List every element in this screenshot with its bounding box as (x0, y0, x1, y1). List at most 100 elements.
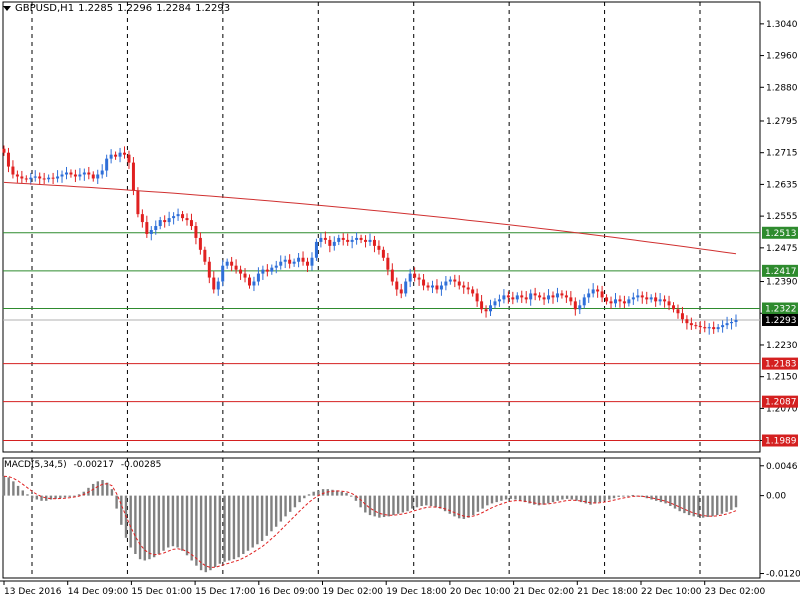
macd-label: MACD(5,34,5) (4, 460, 67, 470)
candle-body (118, 152, 122, 157)
macd-bar (467, 495, 470, 518)
level-label: 1.2417 (765, 267, 797, 277)
candle-body (323, 237, 327, 240)
candle-body (60, 174, 64, 177)
candle-body (337, 237, 341, 242)
low-value: 1.2284 (156, 3, 192, 14)
macd-bar (514, 495, 517, 500)
candle-body (640, 295, 644, 298)
macd-bar (457, 495, 461, 519)
candle-body (123, 152, 127, 155)
candle-body (489, 305, 493, 312)
macd-bar (673, 495, 677, 509)
level-label-bg (762, 434, 798, 447)
candle-body (158, 220, 162, 227)
macd-bar (420, 495, 423, 506)
candle-body (524, 297, 528, 300)
macd-bar (303, 495, 306, 499)
level-label: 1.2293 (765, 316, 797, 326)
candle-body (480, 301, 484, 310)
candle-body (207, 261, 211, 278)
candle-body (613, 299, 617, 304)
candle-body (466, 287, 470, 290)
x-tick-label: 22 Dec 10:00 (641, 587, 702, 597)
candle-body (247, 277, 251, 286)
candle-body (547, 295, 551, 300)
x-tick-label: 20 Dec 10:00 (450, 587, 511, 597)
macd-bar (429, 495, 433, 506)
candle-body (109, 154, 113, 159)
candle-body (694, 325, 698, 327)
macd-bar (598, 495, 602, 503)
candle-body (511, 297, 515, 300)
candle-body (703, 327, 707, 329)
chevron-down-icon[interactable] (3, 6, 11, 11)
candle-body (734, 319, 738, 322)
candle-body (216, 281, 220, 290)
macd-bar (504, 495, 508, 500)
macd-bar (251, 495, 254, 548)
candle-body (680, 313, 684, 320)
macd-bar (495, 495, 498, 503)
candle-body (42, 178, 46, 180)
y-tick-label: 1.2635 (766, 180, 798, 190)
candle-body (243, 273, 247, 278)
macd-bar (551, 495, 555, 503)
candle-body (426, 285, 430, 288)
macd-bar (537, 495, 541, 506)
macd-bar (204, 495, 207, 573)
macd-bar (293, 495, 297, 508)
candle-body (368, 239, 372, 242)
candle-body (564, 295, 568, 298)
candle-body (600, 291, 604, 298)
macd-bar (373, 495, 376, 517)
macd-bar (35, 495, 39, 500)
macd-bar (195, 495, 198, 566)
candle-body (51, 177, 55, 179)
candle-body (185, 218, 189, 221)
y-tick-label: 1.2960 (766, 52, 798, 62)
macd-bar (16, 485, 20, 496)
candle-body (69, 172, 73, 175)
candle-body (649, 297, 653, 300)
macd-bar (518, 495, 522, 501)
macd-bar (594, 495, 597, 504)
candle-body (181, 214, 185, 219)
candle-body (341, 237, 345, 240)
candle-body (448, 279, 452, 282)
candle-body (306, 261, 310, 266)
candle-body (292, 261, 296, 264)
candle-body (38, 176, 42, 179)
macd-bar (565, 495, 569, 499)
candle-body (672, 305, 676, 310)
y-tick-label: 1.2555 (766, 212, 798, 222)
candle-body (596, 289, 600, 292)
macd-bar (176, 495, 179, 548)
candle-body (274, 265, 278, 268)
candle-body (20, 176, 24, 179)
candle-body (404, 281, 408, 294)
candle-body (689, 323, 693, 326)
macd-bar (270, 495, 273, 532)
macd-value-signal: -0.00285 (120, 460, 162, 470)
macd-bar (725, 495, 728, 512)
candle-body (203, 249, 207, 262)
macd-bar (350, 495, 353, 497)
macd-bar (354, 495, 358, 501)
macd-bar (509, 495, 512, 499)
level-label-bg (762, 357, 798, 370)
candle-body (676, 309, 680, 314)
candle-body (301, 257, 305, 262)
macd-bar (110, 489, 114, 496)
macd-bar (617, 495, 620, 497)
candle-body (622, 301, 626, 304)
candle-body (297, 257, 301, 262)
macd-bar (63, 495, 67, 498)
candle-body (381, 249, 385, 258)
macd-bar (185, 495, 189, 556)
level-label: 1.2322 (765, 304, 797, 314)
macd-bar (640, 495, 644, 497)
macd-bar (561, 495, 564, 500)
macd-bar (157, 495, 161, 554)
macd-bar (331, 489, 334, 496)
